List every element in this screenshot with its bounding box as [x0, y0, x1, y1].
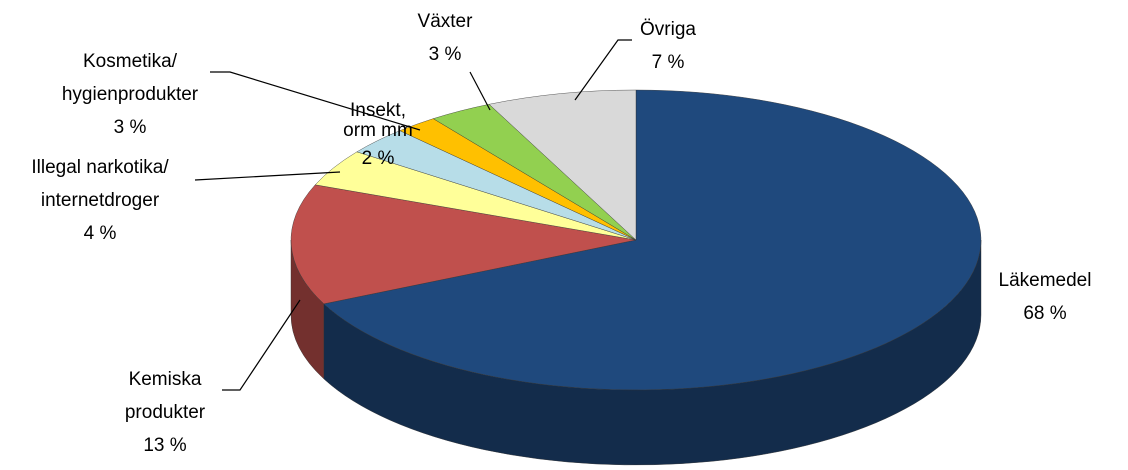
category-label: Övriga: [640, 19, 696, 40]
slice-label: Illegal narkotika/ internetdroger 4 %: [31, 151, 168, 250]
slice: [488, 89, 637, 241]
value-label: 4 %: [83, 223, 117, 244]
leader-line: [222, 299, 301, 391]
value-label: 68 %: [1023, 303, 1067, 324]
value-label: 3 %: [428, 44, 462, 65]
value-label: 2 %: [361, 148, 395, 169]
leader-line: [194, 171, 341, 181]
slice-label: Kemiska produkter 13 %: [125, 363, 205, 462]
category-label: Insekt, orm mm: [343, 100, 413, 141]
category-label: Läkemedel: [998, 270, 1092, 291]
slice: [290, 184, 637, 305]
category-label: Illegal narkotika/ internetdroger: [31, 157, 169, 211]
slice-label: Växter 3 %: [418, 5, 473, 71]
leader-line: [469, 71, 491, 111]
slice-label: Insekt, orm mm 2 %: [343, 101, 413, 169]
category-label: Växter: [417, 11, 473, 32]
category-label: Kemiska produkter: [124, 369, 206, 423]
slice-label: Kosmetika/ hygienprodukter 3 %: [62, 45, 198, 144]
value-label: 3 %: [113, 117, 147, 138]
slice: [323, 89, 982, 391]
leader-line: [210, 71, 421, 131]
category-label: Kosmetika/ hygienprodukter: [61, 51, 199, 105]
slice-label: Läkemedel 68 %: [999, 264, 1092, 330]
value-label: 7 %: [651, 52, 685, 73]
leader-line: [574, 39, 632, 101]
value-label: 13 %: [143, 435, 187, 456]
slice-label: Övriga 7 %: [640, 13, 696, 79]
